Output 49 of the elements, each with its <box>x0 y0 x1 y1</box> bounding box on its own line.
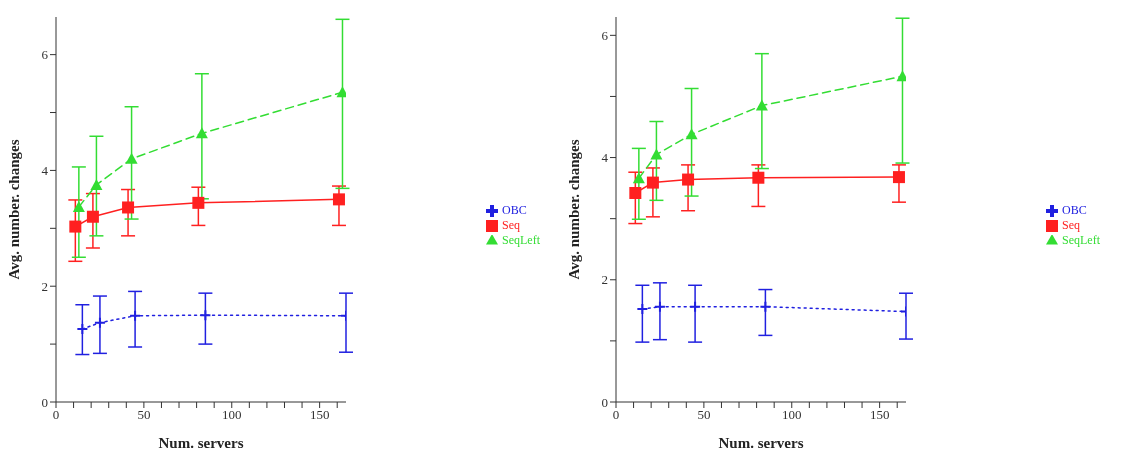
x-tick-label: 50 <box>697 407 711 423</box>
point <box>125 152 138 164</box>
point <box>653 300 666 313</box>
y-tick-label: 4 <box>601 150 609 166</box>
point <box>93 316 106 329</box>
point <box>650 148 663 160</box>
y-tick-label: 2 <box>41 278 48 294</box>
x-axis-title: Num. servers <box>158 435 244 451</box>
point <box>682 173 695 186</box>
point <box>632 172 645 184</box>
point <box>646 176 659 189</box>
point <box>755 99 768 111</box>
point <box>685 128 698 140</box>
x-tick-label: 0 <box>52 407 60 423</box>
point <box>629 187 642 199</box>
y-axis-title: Avg. number. changes <box>566 139 583 280</box>
point <box>69 220 82 233</box>
legend-label: OBC <box>1062 202 1087 217</box>
x-tick-label: 0 <box>612 407 620 423</box>
point <box>759 300 772 313</box>
x-tick-label: 100 <box>782 407 802 423</box>
point <box>122 201 135 214</box>
x-tick-label: 100 <box>222 407 242 423</box>
y-tick-label: 0 <box>601 394 608 410</box>
point <box>195 127 208 139</box>
y-tick-label: 0 <box>41 394 48 410</box>
x-axis-title: Num. servers <box>718 435 804 451</box>
y-tick-label: 6 <box>41 47 49 63</box>
y-axis-title: Avg. number. changes <box>6 139 23 280</box>
legend-label: Seq <box>1062 217 1080 232</box>
point <box>199 309 212 322</box>
point <box>129 309 142 322</box>
y-tick-label: 4 <box>41 163 49 179</box>
point <box>689 300 702 313</box>
point <box>192 196 205 209</box>
y-tick-label: 2 <box>601 272 608 288</box>
point <box>86 210 99 223</box>
point <box>752 171 765 184</box>
legend-label: OBC <box>502 202 527 217</box>
y-tick-label: 6 <box>601 27 609 43</box>
point <box>332 193 345 206</box>
legend-label: SeqLeft <box>1062 232 1100 247</box>
point <box>892 171 905 184</box>
x-tick-label: 150 <box>309 407 330 423</box>
legend-label: SeqLeft <box>502 232 540 247</box>
x-tick-label: 50 <box>137 407 151 423</box>
legend-label: Seq <box>502 217 520 232</box>
x-tick-label: 150 <box>869 407 890 423</box>
point <box>72 200 85 212</box>
